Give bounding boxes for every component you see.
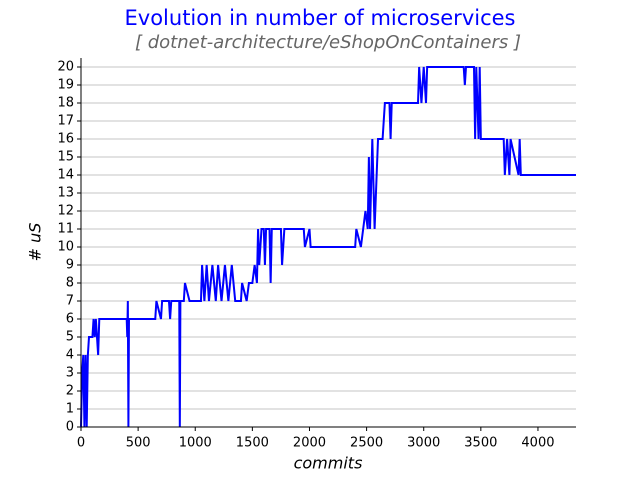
y-tick-label: 14 (57, 168, 74, 183)
x-tick-label: 4000 (521, 436, 554, 451)
y-tick-label: 4 (66, 348, 74, 363)
x-tick-label: 2500 (350, 436, 383, 451)
y-tick-label: 10 (57, 240, 74, 255)
y-tick-label: 8 (66, 276, 74, 291)
x-tick-label: 3500 (464, 436, 497, 451)
y-tick-label: 15 (57, 150, 74, 165)
x-axis-label: commits (294, 454, 363, 473)
y-tick-label: 19 (57, 78, 74, 93)
y-tick-label: 17 (57, 114, 74, 129)
y-tick-label: 6 (66, 312, 74, 327)
y-tick-label: 3 (66, 366, 74, 381)
x-tick-label: 500 (126, 436, 151, 451)
y-tick-label: 0 (66, 420, 74, 435)
x-tick-label: 1000 (179, 436, 212, 451)
y-tick-label: 16 (57, 132, 74, 147)
x-tick-label: 0 (77, 436, 85, 451)
x-tick-label: 1500 (236, 436, 269, 451)
y-tick-label: 5 (66, 330, 74, 345)
y-tick-label: 12 (57, 204, 74, 219)
y-tick-label: 7 (66, 294, 74, 309)
y-tick-label: 20 (57, 60, 74, 75)
y-tick-label: 13 (57, 186, 74, 201)
chart-subtitle: [ dotnet-architecture/eShopOnContainers … (135, 32, 521, 53)
y-tick-label: 9 (66, 258, 74, 273)
x-tick-label: 2000 (293, 436, 326, 451)
y-tick-label: 11 (57, 222, 74, 237)
y-axis-label: # uS (26, 223, 45, 262)
y-tick-label: 18 (57, 96, 74, 111)
data-line (80, 66, 576, 428)
y-tick-label: 1 (66, 402, 74, 417)
chart-title: Evolution in number of microservices (125, 6, 516, 30)
x-tick-label: 3000 (407, 436, 440, 451)
y-tick-label: 2 (66, 384, 74, 399)
